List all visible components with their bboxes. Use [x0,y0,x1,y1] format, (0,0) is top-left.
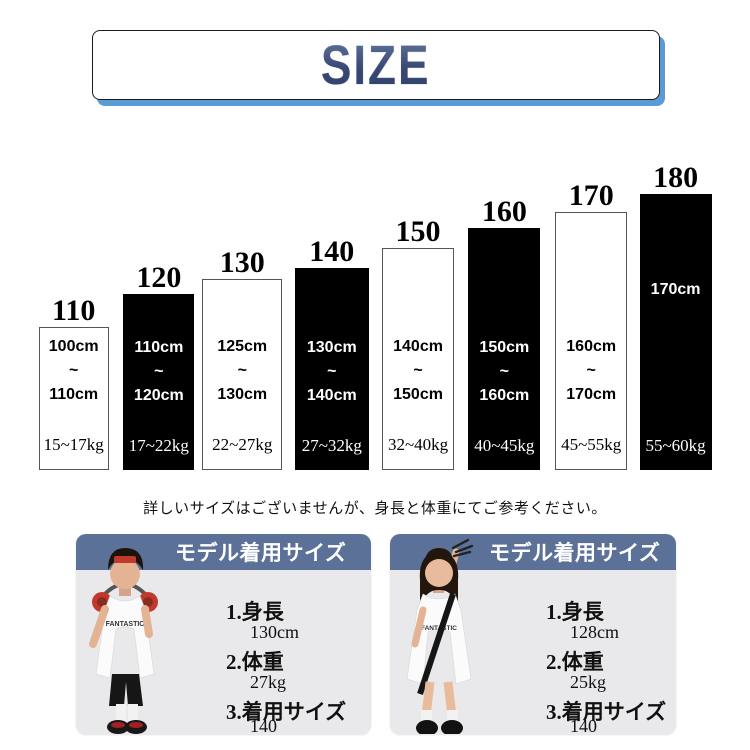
svg-text:FANTASTIC: FANTASTIC [106,621,145,628]
